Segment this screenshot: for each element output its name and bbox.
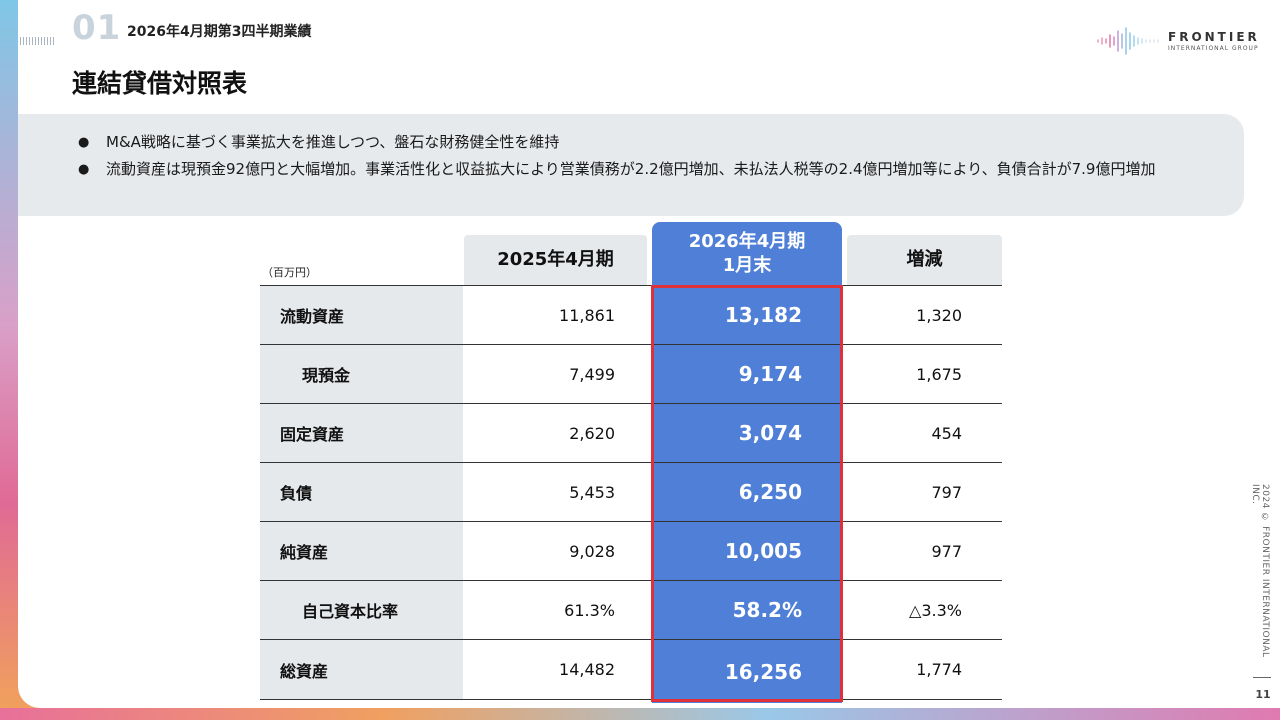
table-row: 現預金 7,499 9,174 1,675 (260, 344, 1002, 403)
cell-diff: 1,675 (916, 364, 962, 384)
cell-current: 10,005 (652, 522, 842, 580)
summary-bullet: ● M&A戦略に基づく事業拡大を推進しつつ、盤石な財務健全性を維持 (78, 129, 1226, 156)
cell-diff: 454 (931, 423, 962, 443)
bullet-dot-icon: ● (78, 162, 90, 177)
cell-diff: 1,774 (916, 659, 962, 679)
cell-diff: △3.3% (909, 600, 962, 620)
logo-subtitle: INTERNATIONAL GROUP (1168, 45, 1259, 52)
column-header-current-line2: 1月末 (722, 254, 772, 276)
cell-prev: 61.3% (564, 600, 615, 620)
logo-waveform-icon (1097, 27, 1159, 55)
cell-current: 13,182 (652, 286, 842, 344)
cell-prev: 14,482 (559, 659, 615, 679)
cell-current: 9,174 (652, 345, 842, 403)
summary-box (18, 114, 1244, 216)
bullet-text: M&A戦略に基づく事業拡大を推進しつつ、盤石な財務健全性を維持 (106, 133, 560, 151)
cell-current: 16,256 (652, 640, 842, 703)
column-header-current: 2026年4月期 1月末 (652, 222, 842, 285)
page-number: 11 (1255, 688, 1271, 701)
cell-diff: 797 (931, 482, 962, 502)
cell-current: 6,250 (652, 463, 842, 521)
table-row: 自己資本比率 61.3% 58.2% △3.3% (260, 580, 1002, 639)
unit-label: （百万円） (262, 266, 317, 279)
row-label: 負債 (260, 463, 463, 521)
page-title: 連結貸借対照表 (72, 69, 248, 98)
cell-current: 58.2% (652, 581, 842, 639)
table-row: 流動資産 11,861 13,182 1,320 (260, 285, 1002, 344)
bullet-text: 流動資産は現預金92億円と大幅増加。事業活性化と収益拡大により営業債務が2.2億… (106, 160, 1156, 178)
table-row: 純資産 9,028 10,005 977 (260, 521, 1002, 580)
cell-diff: 977 (931, 541, 962, 561)
cell-current: 3,074 (652, 404, 842, 462)
table-row: 総資産 14,482 16,256 1,774 (260, 639, 1002, 703)
logo-name: FRONTIER (1168, 30, 1260, 44)
cell-prev: 9,028 (569, 541, 615, 561)
table-row: 固定資産 2,620 3,074 454 (260, 403, 1002, 462)
section-number: 01 (72, 8, 122, 48)
copyright: 2024 © FRONTIER INTERNATIONAL INC. (1250, 484, 1270, 658)
row-label: 総資産 (260, 640, 463, 700)
column-header-diff: 増減 (847, 235, 1002, 285)
row-label: 固定資産 (260, 404, 463, 462)
gradient-strip (0, 708, 1280, 720)
cell-prev: 7,499 (569, 364, 615, 384)
row-label: 自己資本比率 (260, 581, 463, 639)
cell-prev: 11,861 (559, 305, 615, 325)
table-bottom-border (260, 699, 1002, 700)
decorative-tick-lines (20, 37, 54, 45)
column-header-prev: 2025年4月期 (464, 235, 647, 285)
bullet-dot-icon: ● (78, 135, 90, 150)
row-label: 現預金 (260, 345, 463, 403)
period-title: 2026年4月期第3四半期業績 (127, 24, 312, 40)
summary-bullet: ● 流動資産は現預金92億円と大幅増加。事業活性化と収益拡大により営業債務が2.… (78, 156, 1226, 183)
row-label: 流動資産 (260, 286, 463, 344)
cell-prev: 5,453 (569, 482, 615, 502)
cell-prev: 2,620 (569, 423, 615, 443)
cell-diff: 1,320 (916, 305, 962, 325)
column-header-current-line1: 2026年4月期 (688, 230, 806, 252)
table-row: 負債 5,453 6,250 797 (260, 462, 1002, 521)
row-label: 純資産 (260, 522, 463, 580)
page-divider (1253, 677, 1271, 678)
